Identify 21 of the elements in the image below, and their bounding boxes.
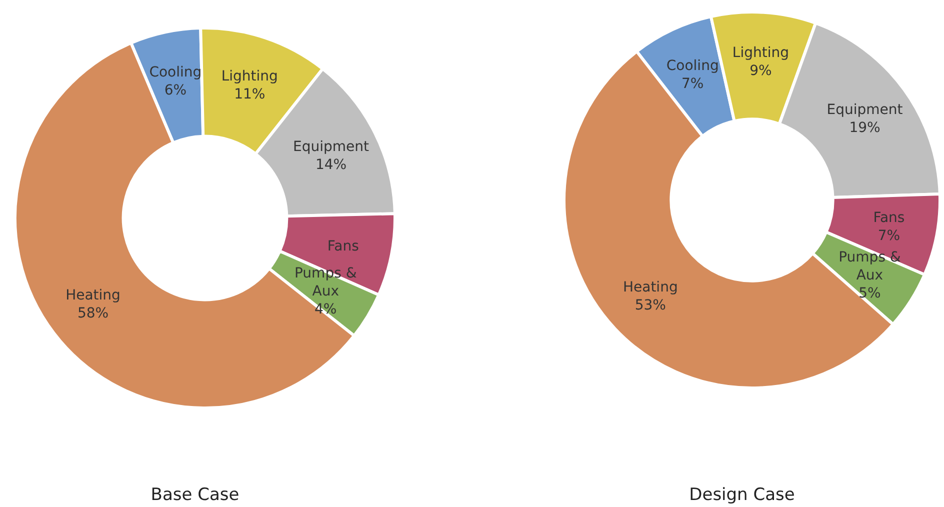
data-label: 9%	[750, 62, 772, 79]
slice-label: Equipment	[293, 139, 370, 156]
slice-label: Fans	[327, 238, 359, 255]
text: Design Case	[689, 485, 795, 505]
slice-label: Heating	[66, 287, 120, 304]
data-label: 19%	[849, 120, 880, 136]
slice-label: Equipment	[826, 102, 904, 118]
slice-label: Lighting	[732, 44, 790, 61]
data-label: 7%	[878, 228, 900, 244]
data-label: 53%	[634, 297, 666, 314]
data-label: 5%	[858, 286, 881, 302]
text: Base Case	[150, 485, 240, 505]
data-label: 58%	[77, 305, 109, 322]
data-label: 7%	[681, 76, 704, 92]
slice-label: Fans	[873, 210, 905, 226]
slice-label: Heating	[622, 279, 678, 296]
data-label: 14%	[315, 157, 347, 174]
data-label: 11%	[234, 86, 266, 102]
slice-label: Cooling	[666, 58, 719, 74]
data-label: 6%	[164, 82, 187, 98]
slice-label: Lighting	[221, 68, 278, 84]
